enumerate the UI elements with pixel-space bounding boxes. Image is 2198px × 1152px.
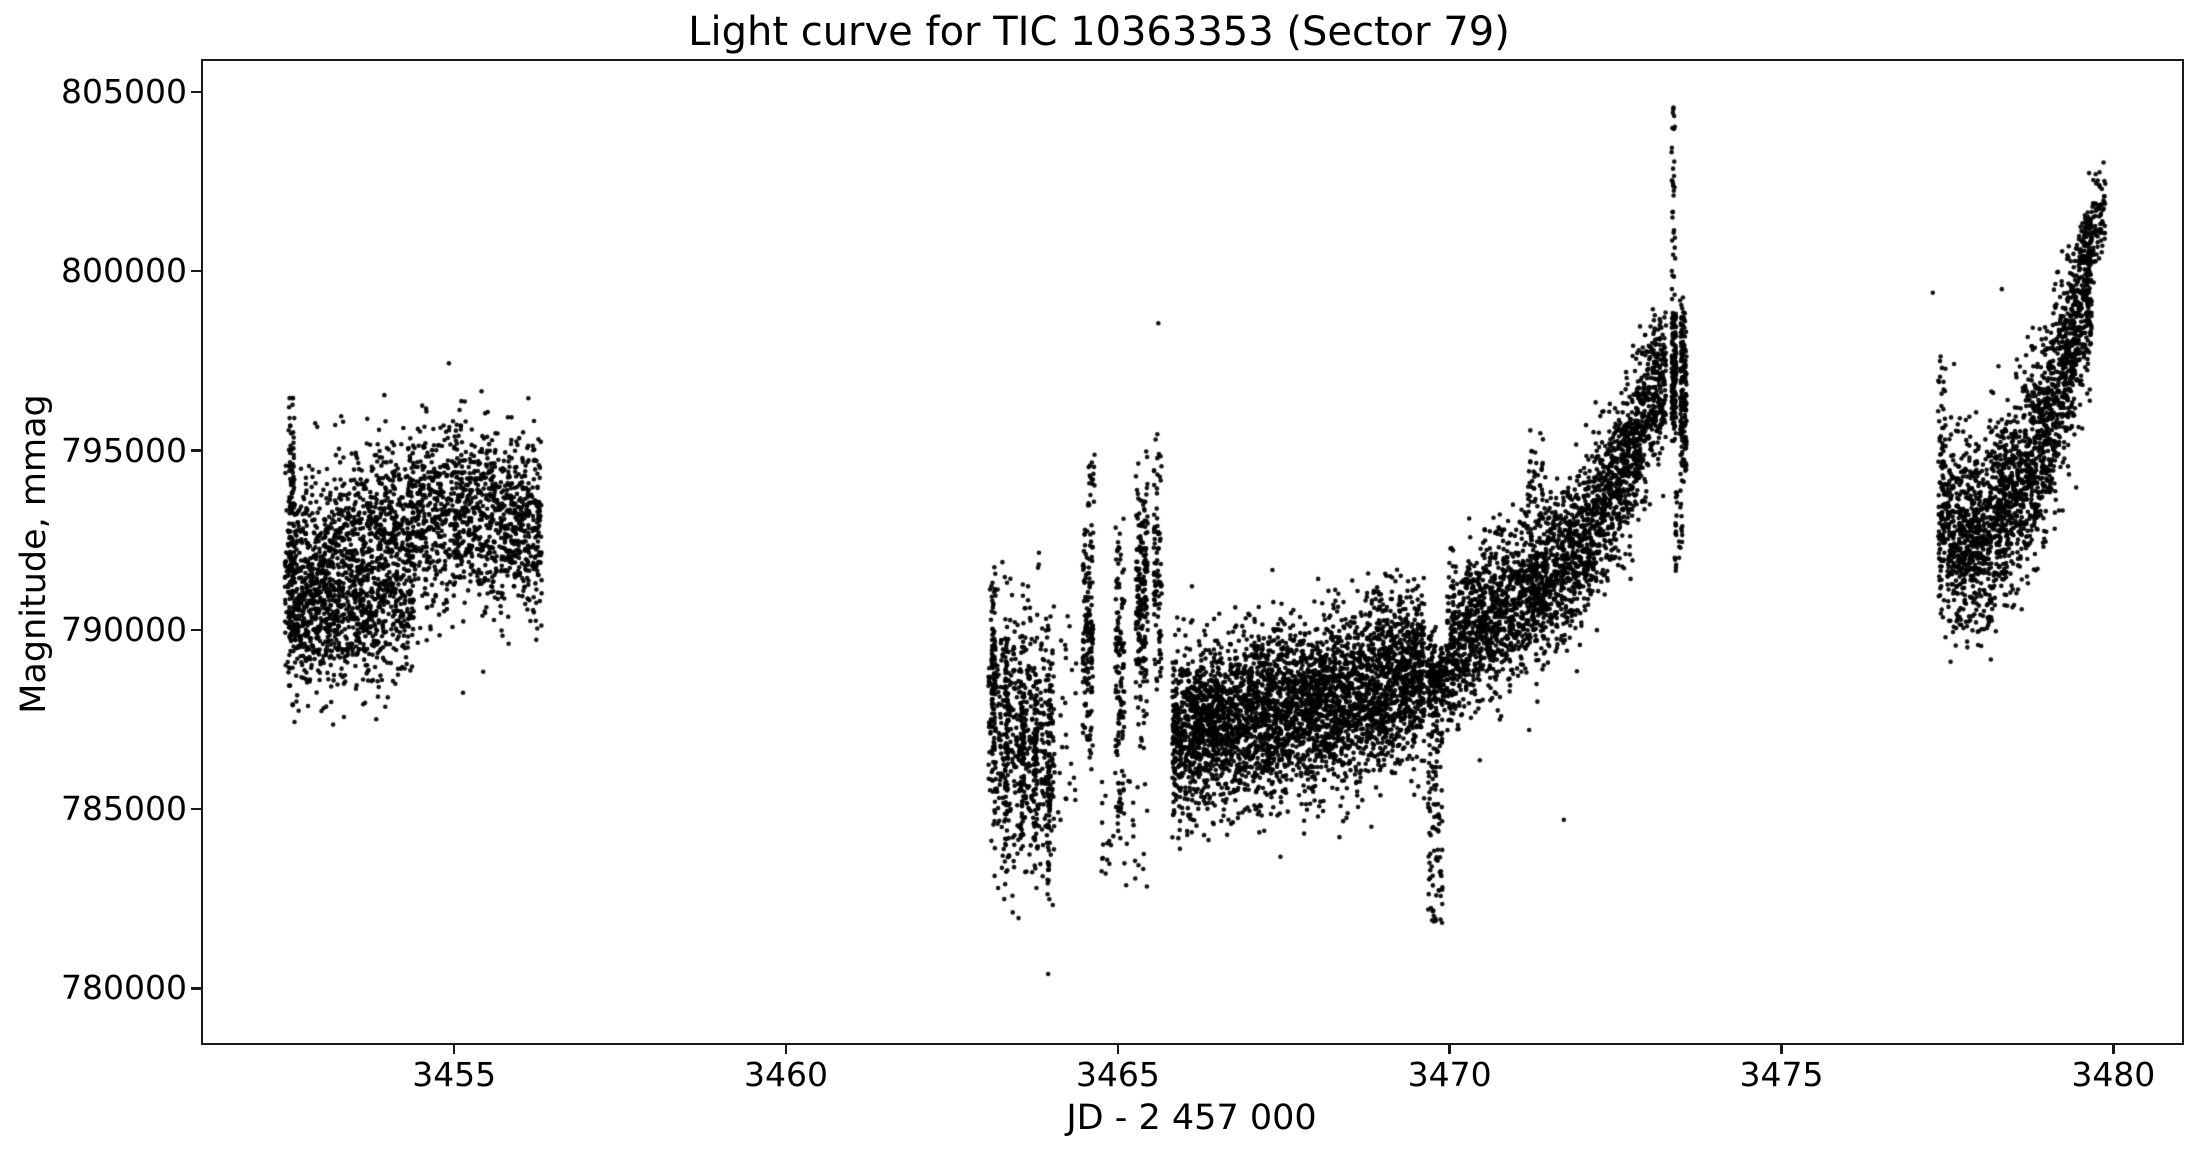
y-tick-mark (191, 90, 201, 94)
x-axis-label: JD - 2 457 000 (1066, 1098, 1317, 1138)
y-tick-label: 800000 (61, 251, 187, 291)
y-tick-mark (191, 449, 201, 452)
x-tick-label: 3465 (1075, 1055, 1160, 1094)
x-tick-label: 3480 (2071, 1055, 2156, 1094)
y-tick-label: 780000 (61, 968, 187, 1008)
y-tick-mark (191, 987, 201, 990)
y-tick-label: 805000 (61, 71, 187, 111)
x-tick-mark (1116, 1044, 1120, 1054)
y-tick-mark (191, 269, 201, 273)
x-tick-mark (452, 1044, 456, 1054)
y-tick-mark (191, 628, 201, 632)
chart-title: Light curve for TIC 10363353 (Sector 79) (688, 9, 1510, 55)
plot-frame (201, 59, 2184, 1045)
x-tick-label: 3455 (412, 1055, 497, 1094)
x-tick-label: 3475 (1739, 1055, 1824, 1094)
x-tick-mark (2112, 1044, 2115, 1054)
x-tick-mark (1448, 1044, 1451, 1054)
y-tick-label: 795000 (61, 430, 187, 470)
x-tick-label: 3470 (1407, 1055, 1492, 1094)
y-tick-label: 790000 (61, 609, 187, 649)
x-tick-mark (1780, 1044, 1783, 1054)
y-axis-label: Magnitude, mmag (14, 394, 54, 714)
y-tick-label: 785000 (61, 789, 187, 829)
x-tick-mark (784, 1044, 788, 1054)
y-tick-mark (191, 807, 201, 811)
x-tick-label: 3460 (744, 1055, 828, 1094)
